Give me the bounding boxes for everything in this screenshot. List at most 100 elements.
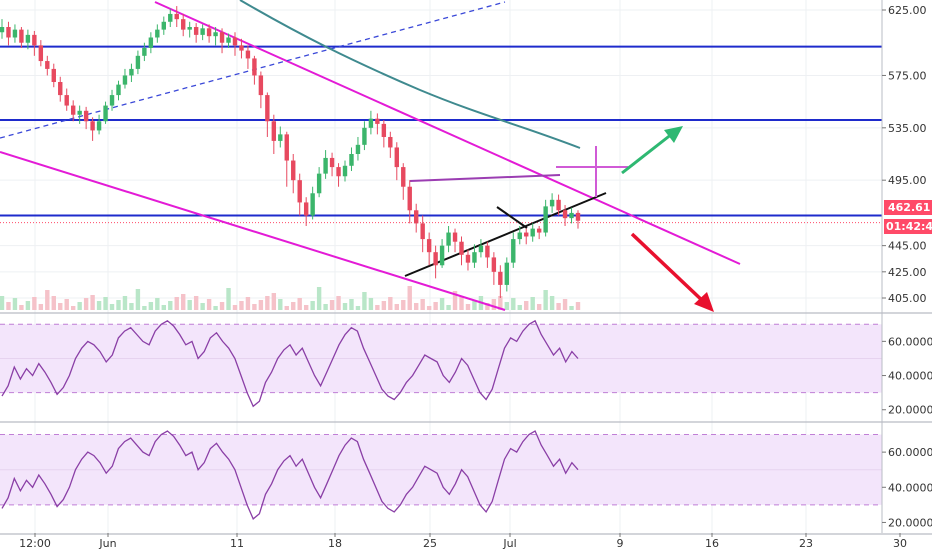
candle-body — [381, 123, 387, 137]
candle-body — [303, 202, 309, 216]
volume-bar — [70, 306, 76, 310]
time-axis[interactable]: 12:00 Jun 11 18 25 Jul 9 16 23 30 — [19, 533, 907, 550]
candle-body — [472, 252, 477, 263]
wedge-line — [496, 206, 528, 229]
volume-bar — [284, 306, 289, 310]
volume-bar — [511, 298, 516, 310]
candle-body — [245, 50, 251, 59]
candle-body — [25, 34, 31, 43]
candle-body — [187, 27, 192, 30]
time-tick-label: 23 — [799, 537, 813, 550]
volume-bar — [323, 304, 328, 310]
price-tick-label: 405.00 — [888, 292, 927, 305]
volume-bar — [362, 292, 367, 310]
volume-bar — [381, 301, 387, 310]
candle-body — [291, 160, 296, 181]
candle-body — [329, 157, 335, 168]
candle-body — [336, 167, 341, 177]
price-tick-label: 535.00 — [888, 122, 927, 135]
candle-body — [12, 29, 18, 38]
volume-bar — [291, 302, 296, 310]
last-price-label: 462.61 — [888, 201, 930, 214]
candle-body — [161, 21, 166, 30]
candle-body — [226, 37, 231, 43]
price-axis[interactable]: 60.0000 40.0000 20.0000 60.0000 40.0000 20.00… — [882, 4, 932, 529]
volume-bar — [38, 304, 44, 310]
candle-body — [0, 27, 5, 33]
candle-body — [58, 82, 63, 96]
time-tick-label: 30 — [893, 537, 907, 550]
volume-bar — [329, 300, 335, 310]
volume-bar — [6, 302, 11, 310]
candle-body — [6, 27, 11, 38]
volume-bar — [498, 296, 503, 310]
volume-bar — [336, 296, 341, 310]
volume-bar — [58, 303, 63, 310]
volume-bar — [310, 301, 315, 310]
rsi-band-lower-pane — [0, 434, 882, 506]
candle-body — [174, 13, 179, 20]
candle-body — [375, 118, 380, 124]
volume-bar — [414, 303, 419, 310]
time-tick-label: 18 — [328, 537, 342, 550]
volume-bar — [485, 303, 490, 310]
rsi-tick-label: 60.0000 — [888, 335, 932, 348]
candle-body — [32, 34, 37, 46]
volume-bar — [375, 305, 380, 310]
candle-body — [70, 105, 76, 115]
price-tick-label: 445.00 — [888, 240, 927, 253]
volume-bar — [45, 290, 50, 310]
candle-body — [556, 199, 561, 211]
candle-body — [181, 19, 186, 30]
volume-bar — [278, 299, 283, 310]
last-price-badge: 462.61 — [884, 200, 932, 215]
volume-bar — [103, 297, 108, 310]
volume-bar — [232, 305, 238, 310]
volume-bar — [433, 302, 438, 310]
candle-body — [96, 121, 102, 131]
candle-body — [135, 55, 141, 69]
volume-bar — [83, 298, 89, 310]
volume-bar — [271, 293, 277, 310]
volume-bar — [32, 297, 37, 310]
volume-bar — [401, 300, 406, 310]
rsi-tick-label: 20.0000 — [888, 404, 932, 417]
candle-body — [310, 193, 315, 216]
volume-bar — [575, 302, 581, 310]
candle-body — [517, 232, 522, 240]
volume-bar — [116, 300, 121, 310]
candle-body — [446, 232, 451, 246]
rsi-tick-label: 20.0000 — [888, 516, 932, 529]
volume-bar — [181, 294, 186, 310]
candle-body — [524, 232, 529, 237]
volume-bar — [252, 304, 257, 310]
candle-body — [213, 32, 218, 37]
candle-body — [193, 27, 199, 35]
volume-bar — [219, 302, 225, 310]
candle-body — [19, 29, 24, 43]
volume-bar — [51, 296, 56, 310]
volume-bar — [187, 300, 192, 310]
volume-bar — [459, 297, 464, 310]
volume-bar — [109, 304, 115, 310]
time-tick-label: 25 — [423, 537, 437, 550]
candle-body — [265, 95, 270, 122]
candle-body — [232, 37, 238, 46]
candle-body — [64, 95, 69, 106]
candle-body — [284, 134, 289, 161]
candle-body — [103, 105, 108, 122]
candle-body — [258, 75, 264, 96]
horizontal-levels — [0, 45, 882, 224]
volume-bar — [245, 297, 251, 310]
candle-body — [368, 118, 374, 128]
volume-bar — [155, 298, 160, 310]
candle-body — [394, 147, 399, 168]
candle-body — [77, 110, 82, 115]
volume-bar — [193, 296, 199, 310]
candle-body — [278, 134, 283, 141]
candle-body — [439, 245, 445, 266]
volume-bar — [355, 306, 361, 310]
candle-body — [38, 45, 44, 62]
candle-body — [297, 180, 302, 203]
